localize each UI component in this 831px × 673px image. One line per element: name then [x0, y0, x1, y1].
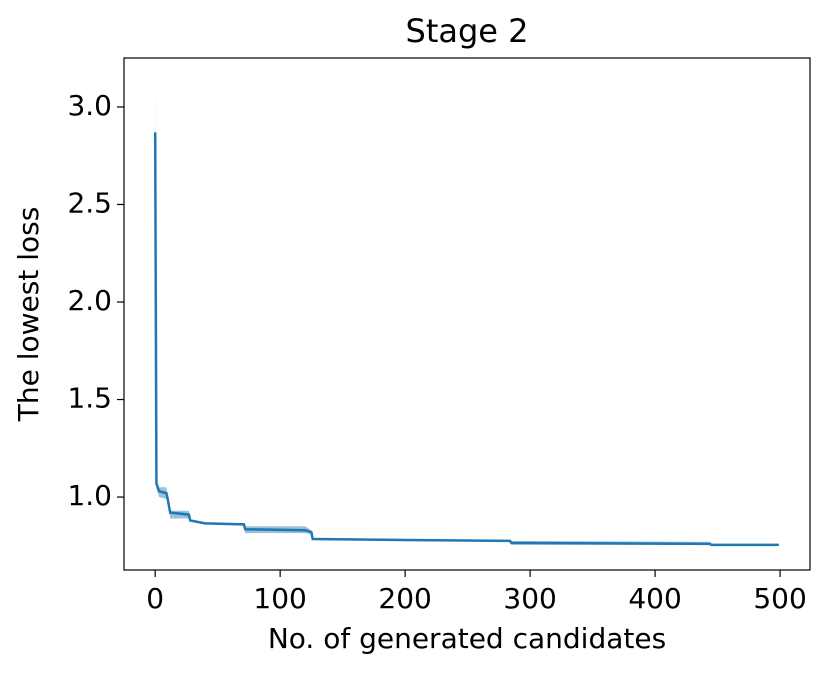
- x-tick-label: 200: [378, 582, 431, 615]
- y-tick-label: 1.5: [67, 382, 112, 415]
- x-axis-label: No. of generated candidates: [268, 622, 666, 655]
- y-tick-label: 3.0: [67, 89, 112, 122]
- x-tick-label: 400: [628, 582, 681, 615]
- x-tick-label: 100: [253, 582, 306, 615]
- x-tick-label: 300: [503, 582, 556, 615]
- plot-frame: [123, 57, 811, 571]
- y-axis-label: The lowest loss: [12, 207, 45, 423]
- x-tick-label: 500: [753, 582, 806, 615]
- y-tick-label: 1.0: [67, 479, 112, 512]
- y-tick-label: 2.0: [67, 284, 112, 317]
- x-tick-label: 0: [146, 582, 164, 615]
- y-tick-label: 2.5: [67, 186, 112, 219]
- confidence-band: [155, 77, 779, 546]
- line: [153, 132, 779, 547]
- chart-title: Stage 2: [406, 12, 529, 50]
